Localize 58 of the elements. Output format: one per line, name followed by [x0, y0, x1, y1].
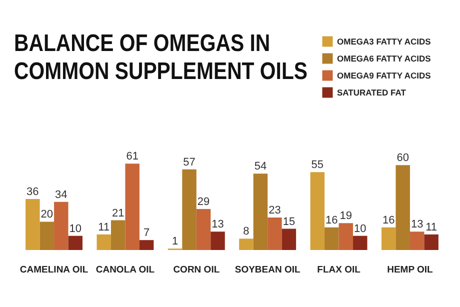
data-label: 7: [144, 227, 150, 240]
data-label: 29: [197, 196, 210, 208]
data-label: 34: [55, 188, 68, 201]
bar: [40, 222, 54, 250]
bar: [54, 202, 68, 250]
bar: [424, 234, 438, 250]
bar: [282, 228, 296, 250]
data-label: 36: [26, 186, 39, 198]
bar: [96, 234, 111, 250]
data-label: 23: [268, 204, 281, 216]
data-label: 13: [410, 218, 424, 231]
bar: [381, 227, 396, 250]
data-label: 60: [396, 152, 409, 164]
bar: [324, 227, 339, 250]
data-label: 57: [183, 156, 196, 168]
x-tick-label: SOYBEAN OIL: [234, 264, 301, 276]
legend-label: OMEGA6 FATTY ACIDS: [337, 54, 432, 64]
bar: [68, 236, 83, 250]
bar: [239, 238, 254, 250]
data-label: 10: [354, 222, 366, 235]
bar: [353, 236, 368, 250]
data-label: 15: [282, 216, 296, 228]
data-label: 1: [172, 236, 178, 248]
bar: [196, 208, 211, 250]
data-label: 54: [254, 160, 267, 173]
x-tick-label: CANOLA OIL: [96, 264, 155, 276]
x-tick-label: CORN OIL: [173, 264, 220, 276]
data-label: 13: [212, 218, 224, 231]
data-label: 16: [326, 214, 338, 226]
legend-label: OMEGA3 FATTY ACIDS: [337, 36, 432, 46]
data-label: 20: [40, 208, 54, 221]
x-tick-label: FLAX OIL: [317, 264, 361, 276]
bar: [253, 174, 268, 250]
x-tick-label: HEMP OIL: [387, 264, 434, 276]
legend-label: OMEGA9 FATTY ACIDS: [337, 70, 432, 80]
data-label: 19: [340, 210, 352, 222]
data-label: 10: [69, 222, 82, 235]
bar: [268, 217, 282, 250]
bar: [139, 240, 154, 250]
chart-title: BALANCE OF OMEGAS IN COMMON SUPPLEMENT OILS: [14, 30, 308, 86]
x-tick-label: CAMELINA OIL: [20, 264, 88, 276]
bar: [182, 169, 196, 250]
bar: [110, 220, 126, 250]
bar: [125, 164, 140, 250]
bar: [26, 199, 40, 250]
bar: [310, 172, 325, 250]
legend-label: SATURATED FAT: [337, 88, 407, 98]
data-label: 61: [126, 150, 138, 163]
bar: [396, 165, 410, 250]
bar: [338, 223, 354, 250]
data-label: 21: [112, 207, 124, 220]
bar: [410, 232, 424, 250]
data-label: 16: [382, 214, 395, 226]
data-label: 11: [426, 221, 438, 234]
data-label: 11: [98, 221, 110, 234]
data-label: 55: [311, 159, 324, 172]
bar: [210, 232, 225, 250]
data-label: 8: [243, 226, 250, 238]
